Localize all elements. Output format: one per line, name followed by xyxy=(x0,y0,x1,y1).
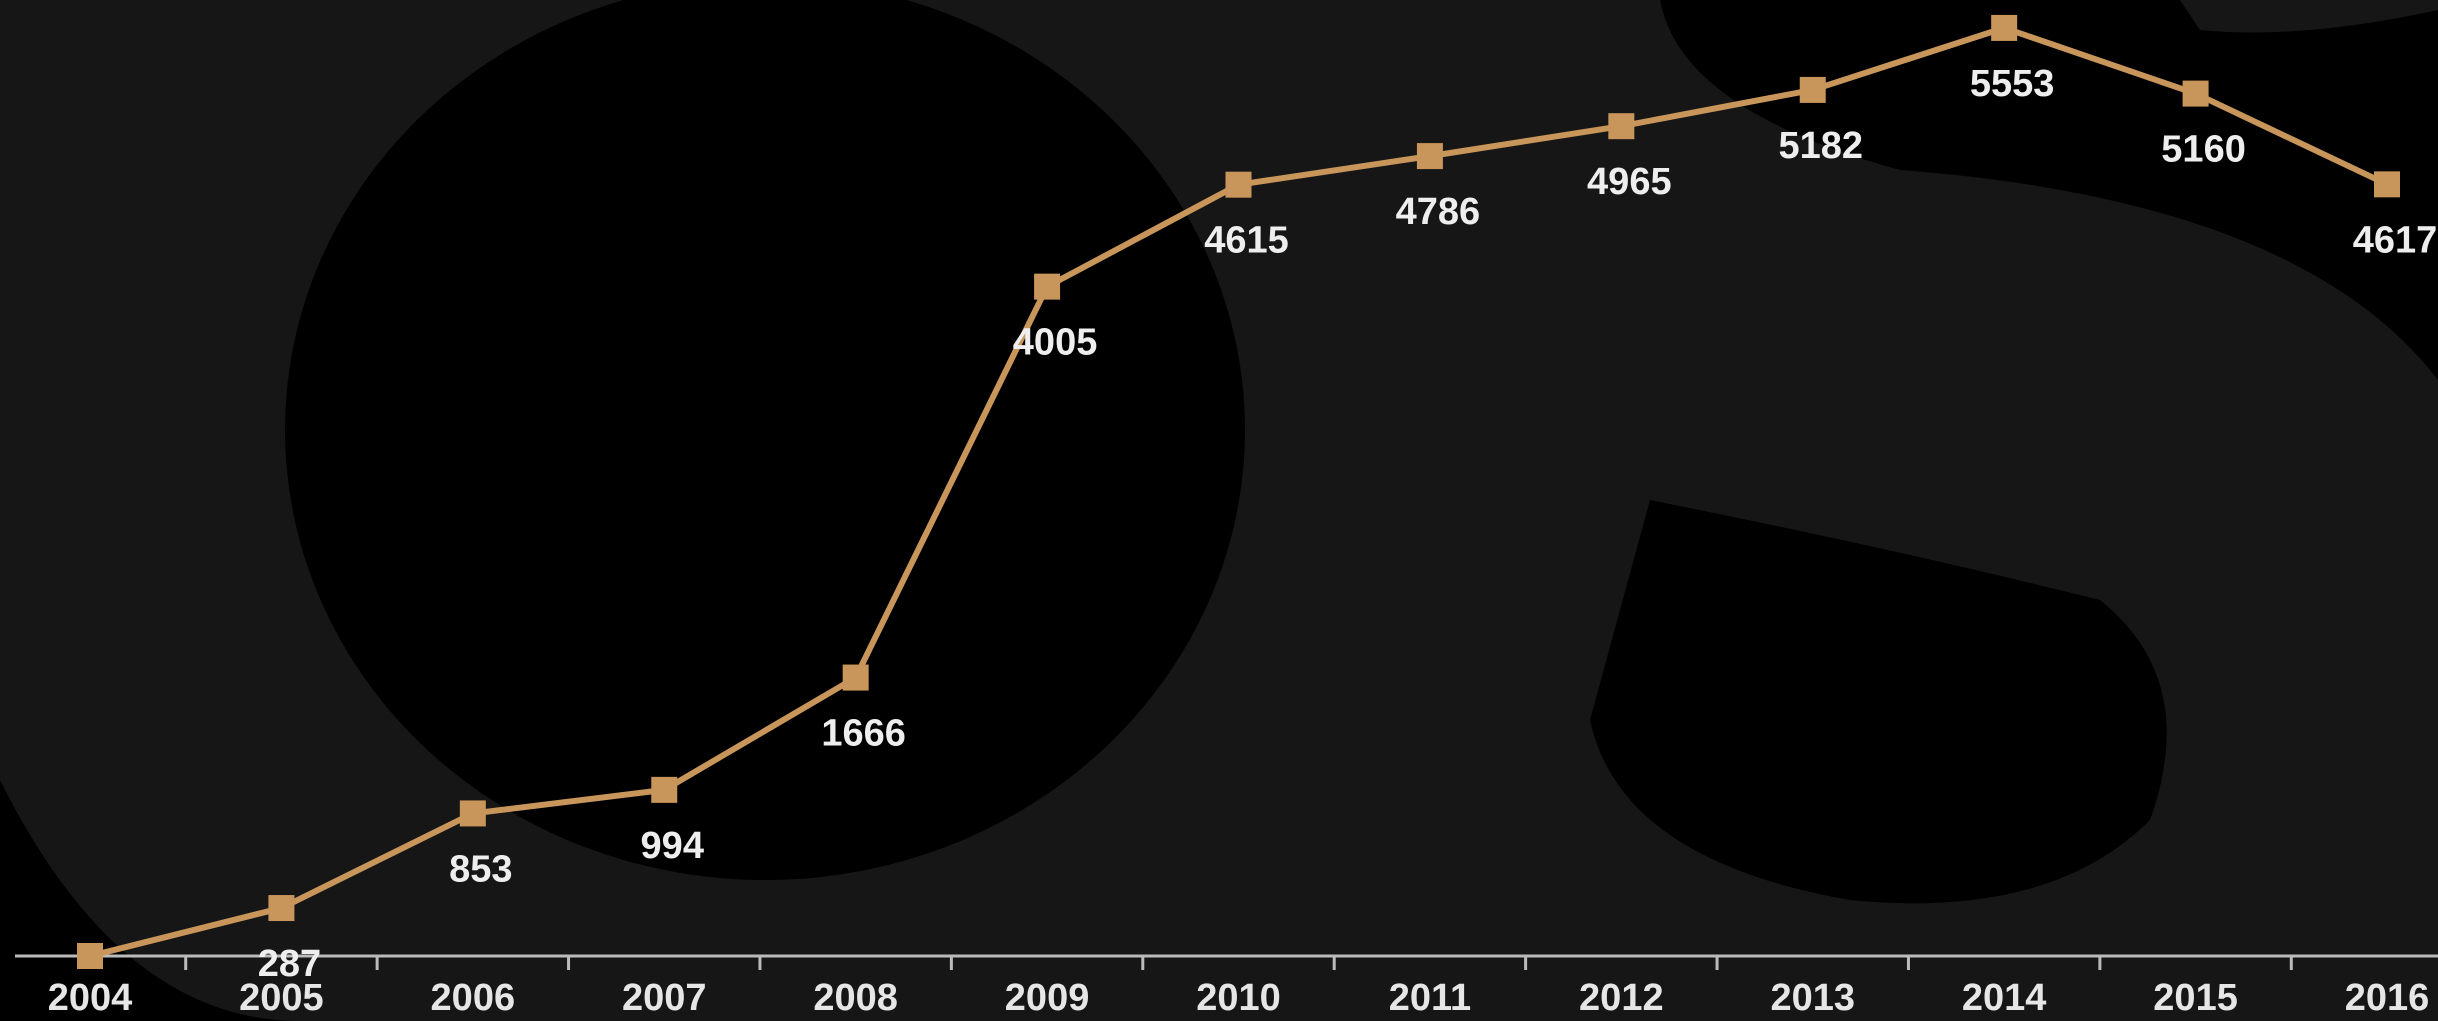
data-point xyxy=(77,943,103,969)
data-point xyxy=(2374,171,2400,198)
data-label: 853 xyxy=(449,848,512,890)
x-tick-label: 2008 xyxy=(813,977,898,1019)
data-label: 4615 xyxy=(1204,220,1289,262)
data-point xyxy=(1034,273,1061,300)
data-point xyxy=(1416,143,1443,170)
data-label: 4005 xyxy=(1013,322,1098,364)
x-tick-label: 2005 xyxy=(239,977,324,1019)
data-point xyxy=(2182,80,2209,107)
data-label: 4786 xyxy=(1396,191,1481,233)
data-label: 1666 xyxy=(821,713,906,755)
x-tick-label: 2014 xyxy=(1962,977,2047,1019)
background-shape xyxy=(285,0,1245,880)
x-tick-label: 2010 xyxy=(1196,977,1281,1019)
data-label: 4617 xyxy=(2353,219,2438,261)
background-shape xyxy=(2180,0,2438,33)
data-point xyxy=(1991,14,2018,41)
x-tick-label: 2011 xyxy=(1389,977,1471,1019)
x-tick-label: 2016 xyxy=(2345,977,2430,1019)
data-point xyxy=(268,895,295,922)
x-tick-label: 2009 xyxy=(1005,977,1090,1019)
data-label: 994 xyxy=(641,825,704,867)
data-label: 5553 xyxy=(1970,63,2055,105)
data-point xyxy=(459,800,486,827)
data-label: 5182 xyxy=(1778,125,1863,167)
x-tick-label: 2015 xyxy=(2153,977,2238,1019)
data-label: 4965 xyxy=(1587,161,1672,203)
background-shape xyxy=(0,780,300,1021)
data-point xyxy=(651,776,678,803)
x-tick-label: 2007 xyxy=(622,977,707,1019)
x-tick-label: 2006 xyxy=(431,977,516,1019)
x-tick-label: 2012 xyxy=(1579,977,1664,1019)
x-tick-label: 2013 xyxy=(1770,977,1855,1019)
background-shape xyxy=(1590,500,2167,904)
data-point xyxy=(1225,171,1252,198)
data-point xyxy=(1608,113,1635,140)
data-label: 5160 xyxy=(2161,129,2246,171)
data-point xyxy=(1799,76,1826,103)
background-shape xyxy=(1660,0,2438,380)
data-label: 287 xyxy=(258,943,321,985)
plot-area: 2004 2005 2006 2007 2008 2009 2010 2011 2012 2013… xyxy=(15,14,2438,1019)
x-tick-label: 2004 xyxy=(48,977,133,1019)
data-point xyxy=(842,664,869,691)
